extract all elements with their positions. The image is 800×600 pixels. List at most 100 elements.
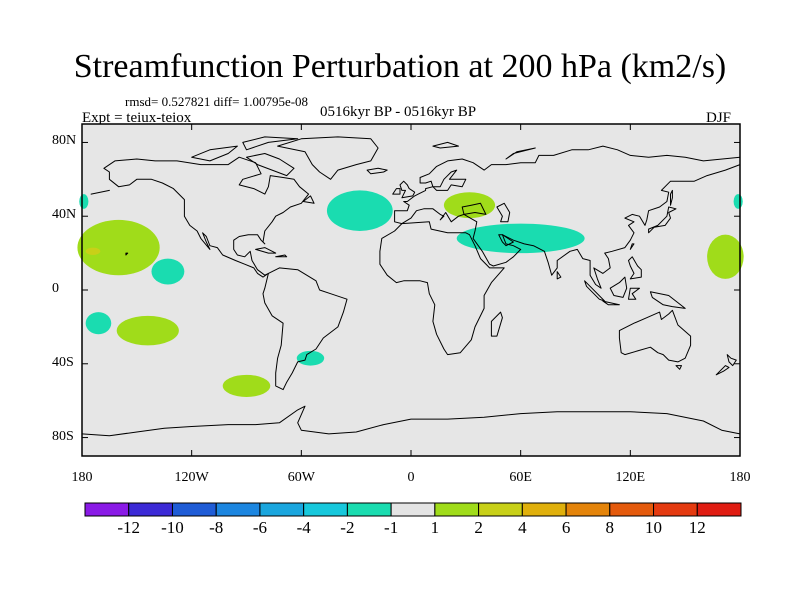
coastline-madagascar	[490, 311, 503, 337]
coastline-svalbard	[432, 141, 459, 149]
x-tick-label: 180	[729, 470, 751, 485]
x-tick-label: 60E	[509, 470, 532, 485]
colorbar-box	[259, 502, 305, 517]
coastline-arabian-gulf	[498, 234, 514, 247]
anomaly-north-atlantic-low	[326, 190, 393, 231]
coastline-hawaii	[125, 252, 129, 256]
y-tick-label: 80S	[52, 428, 74, 444]
axis-ticks	[81, 124, 741, 456]
coastline-baffin-island	[246, 153, 295, 177]
y-tick-label: 80N	[52, 133, 77, 149]
coastline-newfoundland	[302, 195, 315, 204]
colorbar-label: 10	[645, 518, 663, 537]
colorbar-box	[171, 502, 217, 517]
x-tick-label: 60W	[287, 470, 315, 485]
anomaly-west-pacific-high	[707, 234, 744, 279]
colorbar-box	[390, 502, 436, 517]
colorbar-box	[478, 502, 523, 517]
coastline-sakhalin	[670, 189, 673, 206]
coastline-hispaniola	[275, 254, 288, 258]
coastline-tasmania	[675, 365, 682, 370]
y-tick-label: 40N	[52, 207, 77, 223]
x-tick-label: 180	[71, 470, 93, 485]
colorbar-box	[696, 502, 742, 517]
anomaly-central-pacific-low	[151, 258, 185, 285]
season-label: DJF	[706, 110, 732, 126]
anomaly-south-pacific-low	[85, 312, 112, 335]
coastlines	[81, 136, 741, 437]
y-tick-label: 0	[52, 281, 59, 296]
anomaly-southeast-pacific-high	[222, 374, 271, 397]
colorbar-box	[434, 502, 480, 517]
anomaly-south-atlantic-low	[296, 350, 325, 366]
coastline-sumatra	[584, 280, 606, 302]
coastline-antarctica	[81, 405, 741, 437]
anomaly-layer	[77, 190, 744, 397]
coastline-ireland	[392, 188, 401, 195]
coastline-cuba	[255, 247, 277, 254]
colorbar-box	[215, 502, 261, 517]
coastline-alaska-islands	[90, 189, 110, 195]
coastline-canadian-archipelago	[191, 145, 238, 162]
coastline-iceland	[366, 167, 388, 175]
colorbar-label: -1	[384, 518, 399, 537]
colorbar-box	[346, 502, 392, 517]
coastline-philippines	[628, 256, 642, 280]
colorbar-box	[84, 502, 130, 517]
coastline-australia	[618, 309, 692, 363]
coastline-borneo	[609, 276, 628, 298]
coastline-north-america	[103, 156, 310, 278]
colorbar-label: -2	[340, 518, 355, 537]
anomaly-north-pacific-edge-low-west	[79, 194, 89, 209]
coastline-new-zealand-north	[726, 354, 737, 367]
map-background	[82, 124, 740, 456]
colorbar-box	[521, 502, 567, 517]
colorbar-label: -6	[252, 518, 268, 537]
coastline-eurasia	[394, 145, 741, 289]
x-tick-label: 120W	[174, 470, 209, 485]
colorbar-label: -12	[117, 518, 141, 537]
colorbar-box	[303, 502, 348, 517]
coastline-scandinavia-gulf	[432, 169, 467, 191]
x-tick-label: 0	[407, 470, 415, 485]
colorbar-label: -4	[296, 518, 311, 537]
y-tick-label: 40S	[52, 354, 74, 370]
coastline-great-britain	[399, 180, 416, 199]
colorbar-label: 2	[474, 518, 483, 537]
coastline-south-america	[262, 267, 348, 391]
anomaly-middle-east-low	[456, 223, 585, 254]
statistics-label: rmsd= 0.527821 diff= 1.00795e-08	[125, 94, 309, 109]
coastline-taiwan	[629, 243, 635, 250]
colorbar-label: -10	[161, 518, 184, 537]
x-tick-label: 120E	[615, 470, 646, 485]
period-label: 0516kyr BP - 0516kyr BP	[320, 104, 477, 120]
coastline-java	[602, 300, 620, 306]
coastline-new-zealand-south	[715, 365, 730, 376]
coastline-ellesmere	[242, 136, 299, 151]
chart-title: Streamfunction Perturbation at 200 hPa (…	[73, 48, 727, 85]
colorbar-label: 1	[430, 518, 440, 537]
coastline-sri-lanka	[556, 271, 562, 280]
colorbar-label: 4	[518, 518, 527, 537]
colorbar-label: 12	[688, 518, 706, 537]
coastline-africa	[379, 221, 505, 356]
anomaly-north-pacific-edge-low-east	[733, 194, 743, 209]
coastline-sulawesi	[628, 287, 640, 300]
experiment-label: Expt = teiux-teiox	[82, 110, 192, 126]
colorbar-box	[128, 502, 173, 517]
anomaly-south-pacific-high	[116, 315, 179, 346]
colorbar-label: 6	[561, 518, 571, 537]
colorbar-label: -8	[209, 518, 224, 537]
colorbar	[84, 502, 742, 517]
coastline-caspian	[496, 202, 511, 223]
anomaly-east-pacific-high-core	[85, 247, 101, 255]
coastline-new-guinea	[649, 291, 686, 309]
coastline-greenland	[277, 136, 379, 180]
coastline-black-sea	[461, 202, 487, 215]
colorbar-box	[565, 502, 611, 517]
colorbar-box	[653, 502, 698, 517]
anomaly-east-pacific-high	[77, 219, 160, 276]
coastline-japan	[648, 206, 677, 234]
colorbar-label: 8	[605, 518, 615, 537]
